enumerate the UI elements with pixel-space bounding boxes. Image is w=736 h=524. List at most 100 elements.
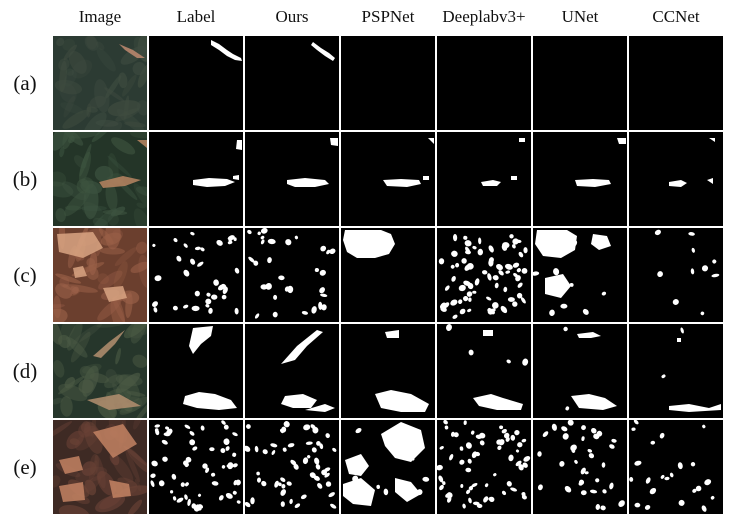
mask-speckle	[150, 473, 156, 478]
mask-speckle	[267, 238, 276, 245]
mask-speckle	[600, 505, 606, 511]
mask-speckle	[316, 441, 321, 446]
satellite-image-graphic	[53, 132, 147, 226]
mask-speckle	[221, 420, 226, 425]
mask-speckle	[498, 270, 504, 276]
mask-speckle	[180, 482, 185, 487]
mask-region	[483, 330, 493, 336]
mask-speckle	[205, 298, 212, 305]
mask-speckle	[444, 425, 449, 430]
mask-speckle	[523, 247, 528, 254]
mask-speckle	[325, 481, 332, 487]
terrain-texture	[66, 430, 85, 450]
terrain-texture	[59, 146, 65, 158]
mask-graphic	[629, 420, 715, 512]
mask-speckle	[281, 426, 287, 433]
mask-speckle	[649, 487, 657, 495]
mask-speckle	[260, 239, 265, 245]
mask-speckle	[173, 238, 178, 243]
mask-speckle	[398, 429, 403, 433]
mask-speckle	[202, 463, 208, 469]
mask-region	[281, 394, 317, 408]
mask-speckle	[483, 496, 489, 503]
exposed-soil-patch	[109, 480, 131, 498]
mask-speckle	[509, 234, 514, 239]
mask-speckle	[602, 489, 607, 494]
mask-speckle	[321, 304, 327, 311]
mask-speckle	[302, 457, 309, 465]
mask-speckle	[618, 500, 625, 507]
mask-speckle	[194, 246, 201, 251]
mask-speckle	[250, 497, 255, 505]
mask-speckle	[278, 275, 285, 281]
mask-speckle	[208, 307, 213, 314]
mask-speckle	[680, 327, 684, 334]
terrain-texture	[122, 74, 137, 97]
mask-speckle	[192, 446, 198, 451]
mask-speckle	[437, 464, 443, 471]
mask-speckle	[492, 275, 499, 281]
mask-speckle	[521, 268, 528, 274]
mask-graphic	[287, 138, 338, 187]
mask-speckle	[690, 462, 696, 467]
mask-speckle	[571, 240, 578, 248]
mask-speckle	[470, 430, 475, 435]
mask-graphic	[437, 420, 531, 509]
segmentation-mask-deeplabv3-b	[437, 132, 531, 226]
mask-speckle	[232, 463, 238, 468]
mask-region	[343, 478, 375, 506]
mask-speckle	[700, 311, 705, 316]
mask-speckle	[661, 374, 666, 379]
terrain-texture	[136, 241, 147, 254]
segmentation-mask-pspnet-b	[341, 132, 435, 226]
terrain-texture	[55, 273, 82, 284]
mask-speckle	[254, 445, 259, 453]
mask-speckle	[581, 436, 585, 441]
mask-region	[577, 332, 601, 338]
mask-speckle	[560, 303, 568, 309]
segmentation-mask-unet-b	[533, 132, 627, 226]
mask-region	[707, 178, 713, 184]
mask-speckle	[442, 481, 446, 485]
mask-graphic	[533, 36, 627, 130]
mask-speckle	[446, 496, 452, 503]
mask-speckle	[503, 432, 510, 439]
mask-speckle	[205, 467, 210, 473]
mask-speckle	[691, 247, 695, 253]
mask-speckle	[446, 492, 453, 499]
mask-speckle	[232, 432, 238, 437]
terrain-texture	[107, 214, 119, 226]
mask-speckle	[246, 424, 251, 429]
mask-speckle	[601, 462, 606, 468]
segmentation-mask-ours-e	[245, 420, 339, 514]
terrain-texture	[63, 69, 77, 87]
mask-speckle	[151, 460, 158, 467]
mask-speckle	[465, 467, 472, 473]
mask-speckle	[704, 479, 712, 486]
mask-speckle	[176, 255, 182, 262]
terrain-texture	[81, 205, 107, 212]
mask-speckle	[247, 229, 252, 235]
terrain-texture	[133, 208, 147, 226]
terrain-texture	[62, 109, 90, 129]
terrain-texture	[113, 261, 128, 290]
mask-region	[677, 338, 681, 342]
terrain-texture	[115, 374, 143, 387]
terrain-texture	[135, 186, 147, 197]
mask-speckle	[512, 244, 516, 249]
mask-speckle	[172, 305, 178, 311]
mask-speckle	[497, 445, 502, 451]
mask-speckle	[273, 294, 278, 300]
terrain-texture	[53, 475, 61, 488]
mask-speckle	[499, 425, 504, 430]
terrain-texture	[89, 373, 109, 384]
mask-speckle	[537, 451, 542, 457]
mask-speckle	[711, 273, 720, 278]
mask-speckle	[376, 484, 381, 489]
terrain-texture	[89, 454, 100, 476]
exposed-soil-patch	[93, 330, 125, 358]
terrain-texture	[62, 38, 76, 51]
mask-graphic	[533, 230, 611, 316]
terrain-texture	[78, 423, 92, 438]
mask-graphic	[661, 327, 721, 412]
